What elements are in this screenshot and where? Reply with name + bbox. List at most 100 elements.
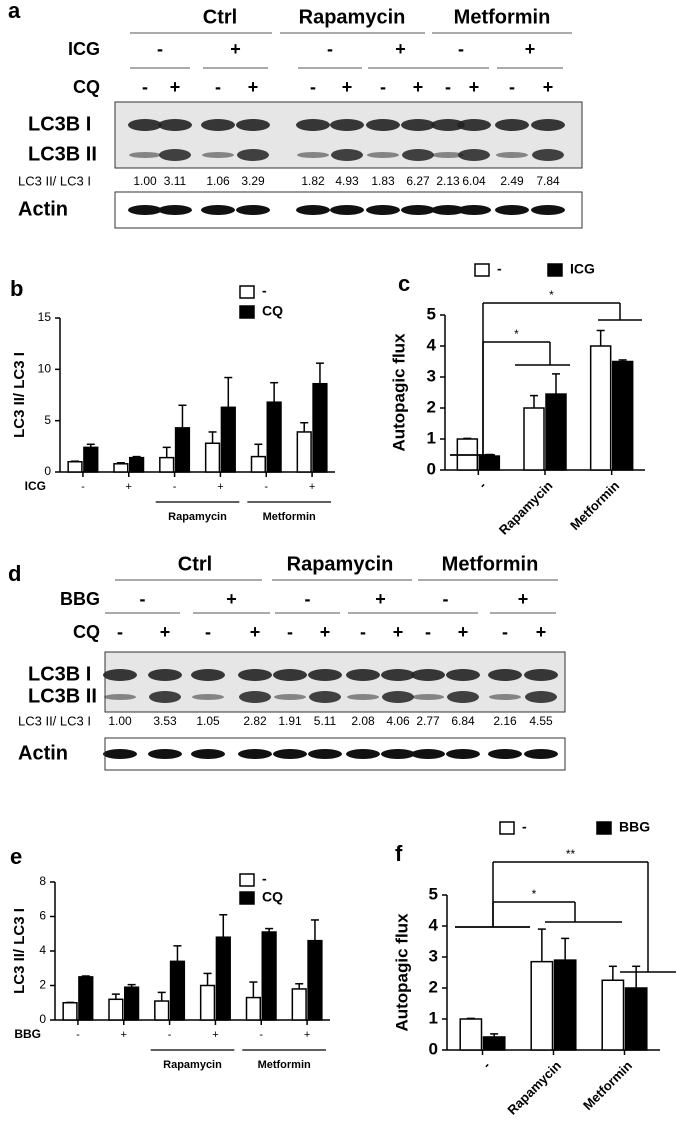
- x-tick-label: +: [304, 1029, 310, 1041]
- y-axis-label: Autopagic flux: [392, 913, 411, 1032]
- bar: [62, 1002, 78, 1021]
- y-axis-label: LC3 II/ LC3 I: [11, 908, 28, 994]
- y-tick-label: 0: [39, 1012, 46, 1026]
- band: [159, 149, 191, 161]
- group-label: Metformin: [263, 511, 316, 523]
- bar: [478, 455, 501, 471]
- bar: [108, 998, 124, 1021]
- band: [531, 119, 565, 131]
- bar: [215, 936, 231, 1021]
- band: [273, 669, 307, 681]
- bar: [154, 1000, 170, 1021]
- band: [446, 669, 480, 681]
- y-tick-label: 1: [429, 1008, 438, 1027]
- ratio-value: 7.84: [536, 174, 560, 188]
- band: [239, 691, 271, 703]
- treatment-sign: +: [226, 589, 237, 609]
- band: [236, 205, 270, 215]
- bar: [250, 455, 266, 473]
- treatment-sign: +: [230, 39, 241, 59]
- bar: [83, 446, 99, 473]
- bar: [78, 976, 94, 1021]
- bar: [174, 427, 191, 473]
- band: [274, 694, 306, 700]
- band: [128, 119, 162, 131]
- band: [431, 119, 465, 131]
- band: [346, 669, 380, 681]
- x-tick-label: +: [309, 481, 315, 493]
- row-label: ICG: [25, 479, 46, 493]
- ratio-label: LC3 II/ LC3 I: [18, 173, 91, 188]
- band-label: LC3B I: [28, 113, 91, 135]
- y-tick-label: 3: [427, 366, 436, 385]
- y-tick-label: 4: [429, 915, 439, 934]
- legend-swatch: [239, 285, 255, 299]
- legend-label: -: [262, 871, 267, 887]
- cq-sign: +: [393, 622, 404, 642]
- significance: **: [566, 847, 576, 861]
- ratio-value: 3.29: [241, 174, 265, 188]
- ratio-value: 6.84: [451, 714, 475, 728]
- ratio-value: 1.05: [196, 714, 220, 728]
- band: [495, 119, 529, 131]
- bar: [312, 382, 328, 473]
- y-tick-label: 4: [427, 335, 437, 354]
- ratio-value: 2.82: [243, 714, 267, 728]
- y-tick-label: 5: [429, 884, 438, 903]
- band: [412, 694, 444, 700]
- bar: [113, 463, 129, 473]
- cq-sign: -: [205, 622, 211, 642]
- loading-label: Actin: [18, 198, 68, 220]
- band: [201, 119, 235, 131]
- blot-box: [104, 651, 566, 713]
- y-tick-label: 5: [44, 413, 51, 427]
- cq-sign: -: [502, 622, 508, 642]
- band: [297, 152, 329, 158]
- band: [331, 149, 363, 161]
- band: [237, 149, 269, 161]
- cq-sign: -: [509, 77, 515, 97]
- bar: [245, 996, 261, 1021]
- legend-label: CQ: [262, 889, 283, 905]
- bar: [459, 1018, 483, 1051]
- legend-swatch: [499, 821, 515, 835]
- condition-label: Metformin: [454, 6, 551, 28]
- cq-sign: +: [248, 77, 259, 97]
- cq-sign: -: [445, 77, 451, 97]
- legend-label: -: [262, 283, 267, 299]
- ratio-value: 1.06: [206, 174, 230, 188]
- y-tick-label: 5: [427, 304, 436, 323]
- bar: [523, 407, 545, 471]
- band: [367, 152, 399, 158]
- treatment-sign: -: [458, 39, 464, 59]
- band: [532, 149, 564, 161]
- bar: [220, 406, 236, 473]
- x-tick-label: Metformin: [567, 478, 622, 533]
- y-tick-label: 3: [429, 946, 438, 965]
- cq-sign: +: [170, 77, 181, 97]
- ratio-value: 2.13: [436, 174, 460, 188]
- bar: [624, 987, 648, 1051]
- cq-sign: +: [458, 622, 469, 642]
- bar: [204, 442, 221, 473]
- actin-box: [114, 191, 583, 229]
- ratio-value: 6.04: [462, 174, 486, 188]
- legend-swatch: [239, 305, 255, 319]
- ratio-label: LC3 II/ LC3 I: [18, 713, 91, 728]
- band: [381, 669, 415, 681]
- band: [330, 205, 364, 215]
- band: [191, 749, 225, 759]
- x-tick-label: +: [217, 481, 223, 493]
- panel-label: e: [10, 844, 22, 869]
- x-tick-label: Metformin: [580, 1058, 635, 1113]
- bar: [159, 456, 175, 473]
- cq-label: CQ: [73, 622, 100, 642]
- treatment-sign: +: [525, 39, 536, 59]
- band: [531, 205, 565, 215]
- legend-label: BBG: [619, 819, 650, 835]
- y-tick-label: 2: [427, 397, 436, 416]
- row-label: BBG: [14, 1027, 41, 1041]
- cq-sign: -: [142, 77, 148, 97]
- bar: [589, 345, 612, 471]
- bar: [307, 939, 323, 1021]
